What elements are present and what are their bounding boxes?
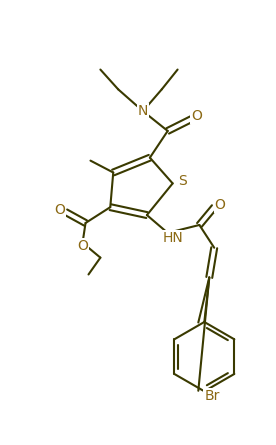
Text: S: S [178, 174, 187, 188]
Text: N: N [138, 104, 148, 118]
Text: O: O [215, 198, 225, 212]
Text: O: O [54, 203, 65, 217]
Text: O: O [77, 239, 88, 253]
Text: Br: Br [205, 389, 220, 403]
Text: HN: HN [162, 231, 183, 245]
Text: O: O [191, 109, 202, 123]
